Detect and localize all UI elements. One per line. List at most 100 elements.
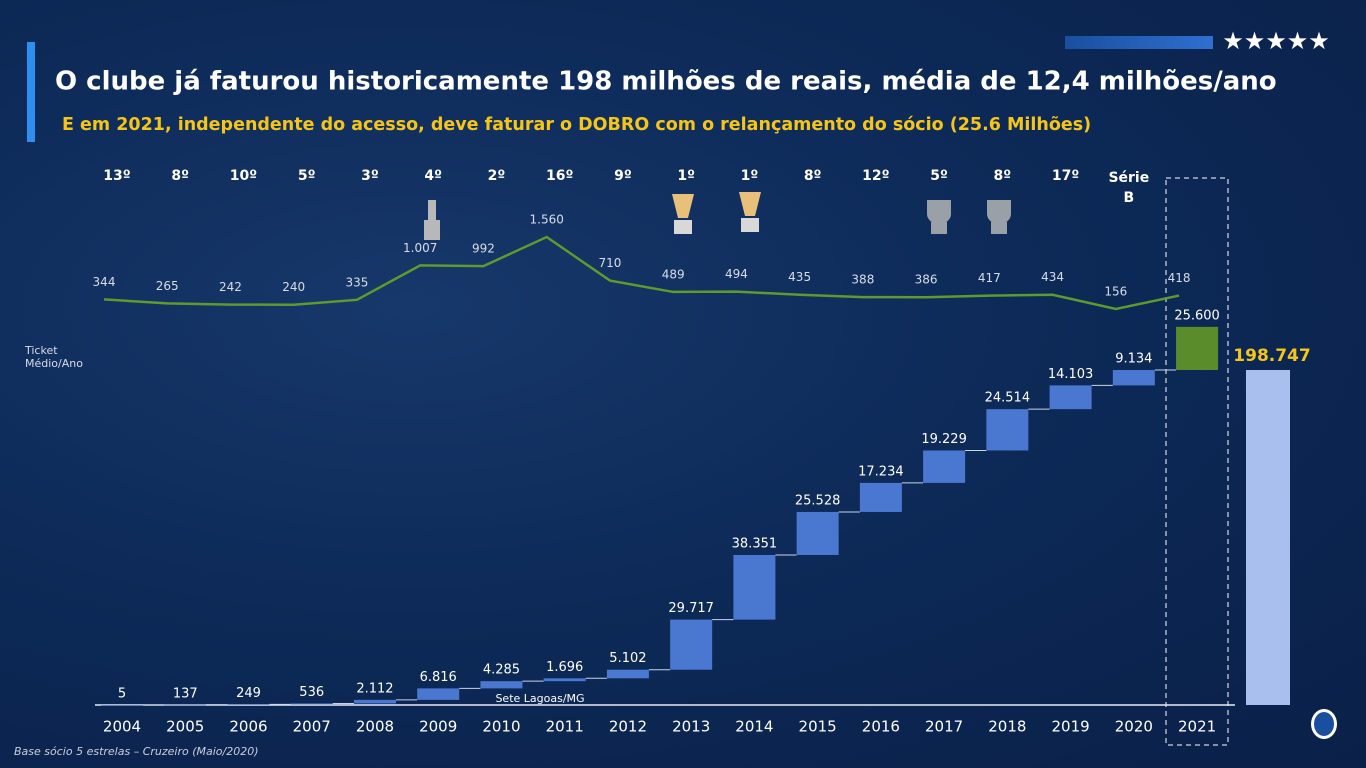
trophy [927, 200, 951, 234]
line-legend: Ticket Médio/Ano [25, 344, 83, 370]
value-label: 9.134 [1115, 351, 1152, 366]
accent-bar [27, 42, 35, 142]
trophy [987, 200, 1011, 234]
waterfall-bar [353, 699, 396, 704]
ranking-label: 3º [361, 168, 379, 184]
value-label: 6.816 [420, 670, 457, 685]
line-value-label: 386 [915, 273, 938, 287]
x-tick-label: 2009 [419, 718, 457, 736]
x-tick-label: 2018 [988, 718, 1026, 736]
ranking-label: Série B [1108, 170, 1150, 206]
value-label: 29.717 [668, 601, 714, 616]
x-tick-label: 2011 [546, 718, 584, 736]
line-value-label: 265 [156, 279, 179, 293]
line-value-label: 335 [346, 275, 369, 289]
x-tick-label: 2004 [103, 718, 141, 736]
ranking-label: 4º [424, 168, 442, 184]
ranking-label: 9º [614, 168, 632, 184]
waterfall-bar [290, 703, 333, 705]
waterfall-bar [923, 450, 966, 483]
waterfall-bar [480, 681, 523, 689]
line-value-label: 242 [219, 280, 242, 294]
waterfall-bar [164, 704, 207, 706]
value-label: 249 [236, 686, 261, 701]
waterfall-bar [543, 678, 586, 682]
line-value-label: 344 [93, 275, 116, 289]
waterfall-bar [101, 704, 143, 706]
ranking-label: 16º [546, 168, 573, 184]
ranking-label: 1º [677, 168, 695, 184]
value-label: 24.514 [985, 391, 1031, 406]
value-label: 19.229 [921, 432, 967, 447]
waterfall-bar [796, 511, 839, 555]
value-label: 25.600 [1174, 308, 1220, 323]
value-label: 536 [299, 685, 324, 700]
subtitle: E em 2021, independente do acesso, deve … [62, 115, 1091, 135]
waterfall-bar [859, 482, 902, 512]
source: Base sócio 5 estrelas – Cruzeiro (Maio/2… [14, 745, 259, 758]
waterfall-bar [986, 409, 1029, 451]
x-tick-label: 2013 [672, 718, 710, 736]
ranking-label: 8º [804, 168, 822, 184]
value-label: 137 [173, 686, 198, 701]
annotation: Sete Lagoas/MG [495, 692, 584, 705]
x-tick-label: 2008 [356, 718, 394, 736]
x-tick-label: 2010 [482, 718, 520, 736]
trophy [424, 200, 440, 240]
x-tick-label: 2021 [1178, 718, 1216, 736]
line-value-label: 434 [1041, 270, 1064, 284]
waterfall-bar [1176, 326, 1219, 370]
waterfall-bar [606, 669, 649, 679]
line-value-label: 710 [598, 256, 621, 270]
value-label: 14.103 [1048, 367, 1094, 382]
total-label: 198.747 [1233, 346, 1310, 366]
trophy [672, 194, 694, 234]
line-value-label: 417 [978, 271, 1001, 285]
ranking-label: 12º [862, 168, 889, 184]
x-tick-label: 2014 [735, 718, 773, 736]
line-value-label: 418 [1168, 271, 1191, 285]
value-label: 25.528 [795, 493, 841, 508]
ranking-label: 5º [930, 168, 948, 184]
ranking-label: 5º [298, 168, 316, 184]
value-label: 5.102 [609, 651, 646, 666]
waterfall-bar [733, 554, 776, 620]
highlight-box [1165, 177, 1229, 746]
x-tick-label: 2007 [293, 718, 331, 736]
line-value-label: 1.560 [530, 213, 564, 227]
line-value-label: 489 [662, 267, 685, 281]
trophy [739, 192, 761, 232]
line-value-label: 240 [282, 280, 305, 294]
value-label: 4.285 [483, 663, 520, 678]
x-tick-label: 2005 [166, 718, 204, 736]
value-label: 5 [118, 686, 126, 701]
title: O clube já faturou historicamente 198 mi… [55, 67, 1277, 97]
ranking-label: 1º [741, 168, 759, 184]
total-bar [1246, 370, 1290, 705]
x-tick-label: 2017 [925, 718, 963, 736]
line-value-label: 1.007 [403, 241, 437, 255]
x-tick-label: 2016 [862, 718, 900, 736]
ranking-label: 10º [230, 168, 257, 184]
club-logo-inner [1314, 712, 1334, 736]
value-label: 1.696 [546, 660, 583, 675]
waterfall-bar [227, 704, 270, 705]
line-value-label: 388 [851, 273, 874, 287]
ranking-label: 13º [103, 168, 130, 184]
top-bar [1065, 36, 1213, 49]
waterfall-bar [1049, 385, 1092, 410]
waterfall-bar [1112, 369, 1155, 386]
value-label: 38.351 [732, 536, 778, 551]
waterfall-bar [670, 619, 713, 670]
ticket-line [103, 235, 1180, 311]
line-value-label: 435 [788, 270, 811, 284]
x-tick-label: 2006 [229, 718, 267, 736]
line-value-label: 992 [472, 242, 495, 256]
line-value-label: 494 [725, 267, 748, 281]
value-label: 2.112 [356, 681, 393, 696]
waterfall-bar [417, 688, 460, 700]
ranking-label: 2º [488, 168, 506, 184]
value-label: 17.234 [858, 464, 904, 479]
